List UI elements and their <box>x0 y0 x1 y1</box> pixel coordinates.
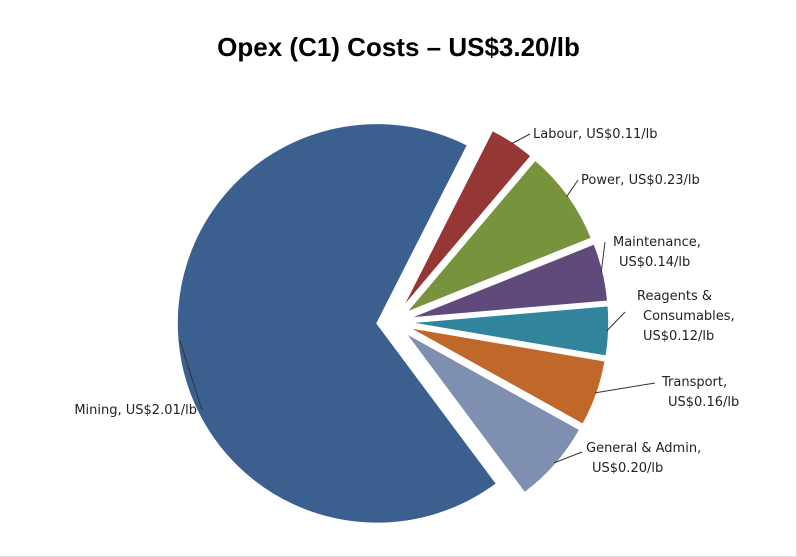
slice-labels: Labour, US$0.11/lb Power, US$0.23/lb Maint… <box>74 127 739 476</box>
leader-line <box>553 451 583 464</box>
pie-slices <box>176 122 610 525</box>
slice-label: Power, US$0.23/lb <box>581 173 700 188</box>
pie-slice-general-admin <box>404 331 581 494</box>
leader-line <box>179 340 203 411</box>
pie-slice-reagents-consumables <box>408 304 610 358</box>
slice-label: Mining, US$2.01/lb <box>74 403 197 418</box>
pie-slice-mining <box>176 122 498 525</box>
leader-line <box>566 179 579 198</box>
pie-slice-transport <box>407 326 607 426</box>
slice-label: Reagents & Consumables, US$0.12/lb <box>637 289 735 344</box>
pie-slice-power <box>405 158 593 314</box>
pie-slice-maintenance <box>408 242 609 320</box>
leader-line <box>600 241 606 273</box>
slice-label: Maintenance, US$0.14/lb <box>613 235 701 270</box>
leader-line <box>606 311 626 332</box>
leader-line <box>511 133 531 145</box>
chart-title: Opex (C1) Costs – US$3.20/lb <box>217 32 580 62</box>
leader-lines <box>179 133 656 464</box>
slice-label: Labour, US$0.11/lb <box>533 127 658 142</box>
leader-line <box>594 382 656 394</box>
pie-slice-labour <box>401 129 533 310</box>
slice-label: General & Admin, US$0.20/lb <box>586 441 701 476</box>
slice-label: Transport, US$0.16/lb <box>661 375 739 410</box>
